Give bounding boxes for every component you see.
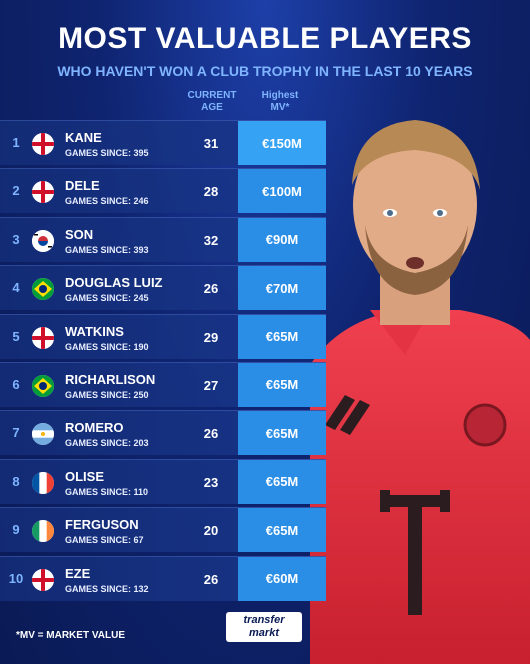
player-age: 26 — [203, 281, 219, 297]
market-value: €65M — [238, 459, 326, 504]
player-row: 3 SON GAMES SINCE: 393 32 €90M — [0, 216, 326, 262]
games-since: GAMES SINCE: 395 — [65, 148, 149, 158]
market-value: €65M — [238, 411, 326, 456]
player-name: FERGUSON — [65, 517, 139, 533]
player-row: 6 RICHARLISON GAMES SINCE: 250 27 €65M — [0, 361, 326, 407]
column-header-mv-line1: Highest — [261, 90, 299, 101]
transfermarkt-logo: transfer markt — [226, 612, 302, 642]
player-name: OLISE — [65, 468, 105, 484]
player-table: 1 KANE GAMES SINCE: 395 31 €150M 2 DELE GAMES S… — [0, 120, 326, 604]
player-row: 9 FERGUSON GAMES SINCE: 67 20 €65M — [0, 507, 326, 553]
rank-number: 3 — [12, 231, 20, 247]
brazil-flag-icon — [32, 374, 54, 397]
player-row: 8 OLISE GAMES SINCE: 110 23 €65M — [0, 458, 326, 504]
brazil-flag-icon — [32, 278, 54, 301]
market-value: €100M — [238, 169, 326, 214]
player-row: 7 ROMERO GAMES SINCE: 203 26 €65M — [0, 410, 326, 456]
rank-number: 4 — [12, 280, 20, 296]
games-since: GAMES SINCE: 246 — [65, 196, 149, 207]
games-since: GAMES SINCE: 190 — [65, 341, 149, 352]
player-name: SON — [65, 226, 94, 242]
games-since: GAMES SINCE: 245 — [65, 293, 149, 304]
rank-number: 5 — [12, 328, 20, 344]
argentina-flag-icon — [32, 423, 54, 446]
england-flag-icon — [32, 326, 54, 349]
games-since: GAMES SINCE: 393 — [65, 244, 149, 255]
ireland-flag-icon — [32, 520, 54, 543]
player-name: DELE — [65, 178, 100, 194]
market-value: €65M — [238, 314, 326, 359]
games-since: GAMES SINCE: 67 — [65, 535, 144, 546]
rank-number: 9 — [12, 522, 20, 538]
rank-number: 1 — [12, 135, 20, 150]
england-flag-icon — [32, 181, 54, 204]
games-since: GAMES SINCE: 203 — [65, 438, 149, 449]
player-name: KANE — [65, 130, 102, 145]
games-since: GAMES SINCE: 250 — [65, 389, 149, 400]
player-age: 29 — [203, 329, 219, 345]
player-age: 23 — [203, 474, 219, 490]
market-value: €70M — [238, 266, 326, 311]
column-header-age-line1: CURRENT — [187, 90, 237, 101]
player-row: 10 EZE GAMES SINCE: 132 26 €60M — [0, 555, 326, 601]
logo-line1: transfer — [243, 614, 285, 626]
rank-number: 10 — [8, 570, 24, 586]
player-name: DOUGLAS LUIZ — [65, 275, 163, 291]
player-age: 20 — [203, 523, 219, 539]
player-age: 31 — [203, 136, 219, 151]
rank-number: 2 — [12, 183, 20, 199]
player-age: 26 — [203, 426, 219, 442]
player-age: 32 — [203, 232, 219, 248]
market-value: €150M — [238, 121, 326, 165]
market-value: €65M — [238, 508, 326, 553]
player-name: ROMERO — [65, 420, 124, 436]
rank-number: 6 — [12, 376, 20, 392]
player-row: 4 DOUGLAS LUIZ GAMES SINCE: 245 26 €70M — [0, 265, 326, 311]
player-name: WATKINS — [65, 323, 124, 339]
player-age: 26 — [203, 571, 219, 587]
footnote: *MV = MARKET VALUE — [16, 630, 125, 641]
player-name: EZE — [65, 565, 91, 581]
player-row: 1 KANE GAMES SINCE: 395 31 €150M — [0, 120, 326, 165]
player-age: 28 — [203, 184, 219, 200]
player-photo — [310, 120, 530, 664]
logo-line2: markt — [249, 627, 279, 639]
france-flag-icon — [32, 471, 54, 494]
page-subtitle: WHO HAVEN'T WON A CLUB TROPHY IN THE LAS… — [57, 63, 473, 79]
rank-number: 8 — [12, 473, 20, 489]
player-row: 2 DELE GAMES SINCE: 246 28 €100M — [0, 168, 326, 214]
page-title: MOST VALUABLE PLAYERS — [58, 22, 472, 55]
rank-number: 7 — [12, 425, 20, 441]
player-name: RICHARLISON — [65, 371, 156, 387]
market-value: €90M — [238, 217, 326, 262]
england-flag-icon — [32, 568, 54, 591]
games-since: GAMES SINCE: 110 — [65, 486, 149, 497]
column-header-mv: Highest MV* — [248, 90, 312, 114]
column-header-mv-line2: MV* — [270, 102, 290, 113]
player-row: 5 WATKINS GAMES SINCE: 190 29 €65M — [0, 313, 326, 359]
column-header-age-line2: AGE — [201, 102, 223, 113]
player-age: 27 — [203, 377, 219, 393]
column-header-age: CURRENT AGE — [182, 90, 242, 114]
market-value: €60M — [238, 556, 326, 601]
south-korea-flag-icon — [32, 229, 54, 252]
games-since: GAMES SINCE: 132 — [65, 583, 149, 594]
england-flag-icon — [32, 133, 54, 155]
market-value: €65M — [238, 362, 326, 407]
